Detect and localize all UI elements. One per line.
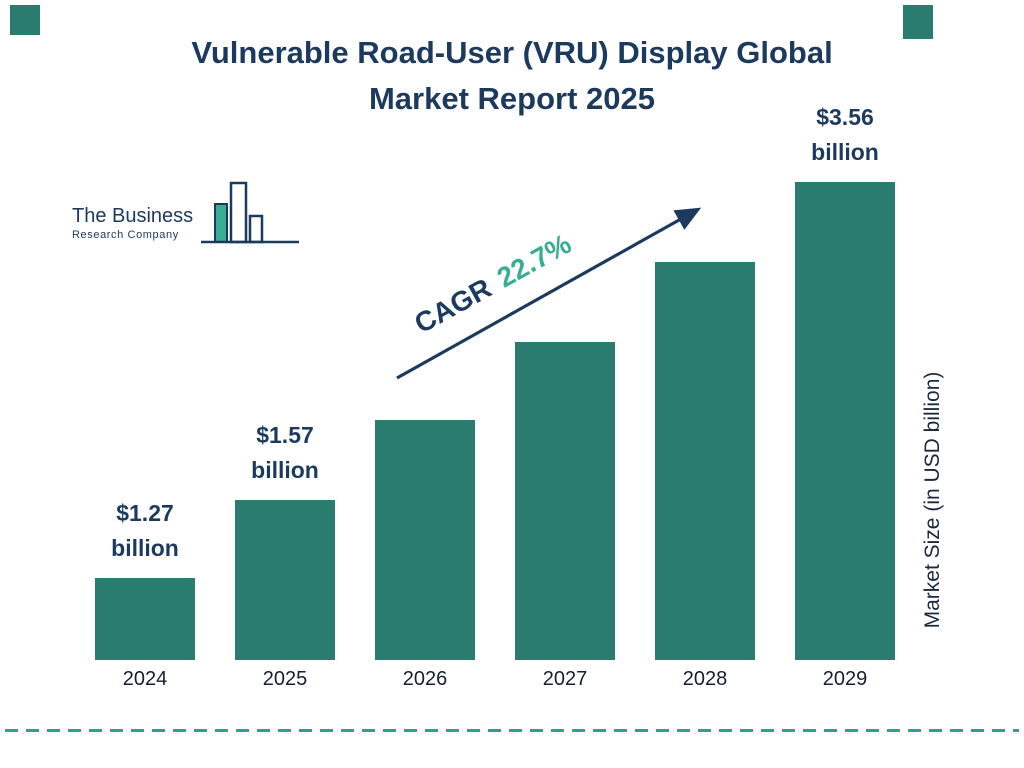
bar-2029 [795, 182, 895, 660]
bar-column-2024: $1.27 billion [95, 496, 195, 660]
company-logo: The Business Research Company [72, 180, 301, 246]
bar-value-amount: $1.27 [116, 500, 174, 526]
bar-value-unit: billion [811, 139, 879, 165]
y-axis-title: Market Size (in USD billion) [921, 371, 944, 629]
bar-column-2026 [375, 420, 475, 660]
bar-column-2028 [655, 262, 755, 660]
x-tick-label-2025: 2025 [262, 668, 308, 690]
x-tick-label-2027: 2027 [542, 668, 588, 690]
logo-name: The Business [72, 205, 194, 227]
x-axis-labels: 2024 2025 2026 2027 2028 2029 [95, 668, 895, 691]
bar-2025 [235, 500, 335, 660]
x-tick-label-2026: 2026 [402, 668, 448, 690]
x-tick-label-2024: 2024 [122, 668, 168, 690]
bar-2024 [95, 578, 195, 660]
bar-value-amount: $3.56 [816, 104, 874, 130]
bar-value-unit: billion [251, 457, 319, 483]
page-title: Vulnerable Road-User (VRU) Display Globa… [0, 30, 1024, 122]
bar-column-2025: $1.57 billion [235, 418, 335, 660]
title-line1: Vulnerable Road-User (VRU) Display Globa… [191, 35, 833, 70]
bar-column-2027 [515, 342, 615, 660]
trend-arrow [396, 207, 702, 380]
corner-accent-right [903, 5, 933, 39]
bar-value-unit: billion [111, 535, 179, 561]
bar-2027 [515, 342, 615, 660]
x-tick-label-2028: 2028 [682, 668, 728, 690]
logo-subname: Research Company [72, 229, 179, 241]
bar-2026 [375, 420, 475, 660]
bar-value-label-2025: $1.57 billion [251, 418, 319, 488]
bar-2028 [655, 262, 755, 660]
bar-value-label-2029: $3.56 billion [811, 100, 879, 170]
bar-value-label-2024: $1.27 billion [111, 496, 179, 566]
bottom-dashed-divider [5, 729, 1019, 732]
x-tick-label-2029: 2029 [822, 668, 868, 690]
title-line2: Market Report 2025 [368, 81, 655, 116]
bar-chart: $1.27 billion $1.57 billion $3.56 billion [95, 90, 895, 660]
bar-value-amount: $1.57 [256, 422, 314, 448]
logo-text: The Business Research Company [72, 204, 193, 246]
bar-column-2029: $3.56 billion [795, 100, 895, 660]
corner-accent-left [10, 5, 40, 35]
logo-bars-icon [201, 181, 300, 244]
